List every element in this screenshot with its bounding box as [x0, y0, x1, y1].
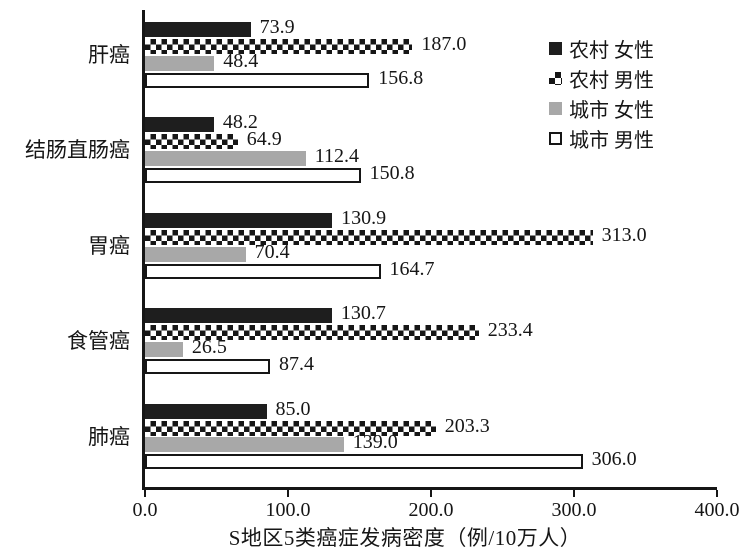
value-label: 73.9 [259, 16, 295, 38]
bar [145, 454, 583, 470]
value-label: 48.2 [222, 111, 258, 134]
value-label: 87.4 [278, 352, 314, 375]
bar [145, 168, 361, 184]
value-label: 156.8 [378, 66, 424, 89]
legend-item-label: 城市 女性 [569, 99, 654, 122]
value-label: 233.4 [487, 319, 533, 342]
bar [145, 22, 251, 37]
legend-swatch-icon [549, 71, 562, 85]
bar [145, 151, 306, 167]
bar [145, 437, 344, 453]
x-axis-title: S地区5类癌症发病密度（例/10万人） [228, 526, 582, 550]
bar [145, 342, 183, 357]
x-tick-mark [144, 490, 146, 497]
bar [145, 420, 436, 436]
legend: 农村 女性农村 男性城市 女性城市 男性 [549, 33, 654, 153]
legend-item-label: 城市 男性 [569, 129, 654, 152]
x-tick-mark [716, 490, 718, 497]
value-label: 26.5 [191, 336, 227, 358]
value-label: 164.7 [389, 257, 435, 280]
bar [145, 117, 214, 133]
value-label: 150.8 [369, 162, 415, 185]
bar [145, 308, 332, 324]
x-tick-label: 0.0 [132, 499, 158, 521]
category-label: 结肠直肠癌 [25, 138, 130, 163]
plot-area: 73.9 187.0 48.4 156.8 48.2 64.9 112.4 150.8 130.… [142, 10, 717, 490]
legend-swatch-icon [549, 101, 562, 115]
bar [145, 229, 593, 245]
x-tick-mark [573, 490, 575, 497]
bar [145, 72, 370, 88]
value-label: 203.3 [444, 414, 490, 437]
category-label: 胃癌 [88, 233, 130, 258]
value-label: 64.9 [246, 128, 282, 151]
value-label: 112.4 [314, 145, 359, 168]
legend-item: 农村 女性 [549, 33, 654, 63]
value-label: 187.0 [421, 32, 467, 55]
y-axis-category-labels: 肝癌结肠直肠癌胃癌食管癌肺癌 [0, 0, 132, 555]
value-label: 130.9 [341, 206, 387, 229]
x-tick-mark [430, 490, 432, 497]
value-label: 85.0 [275, 397, 311, 420]
value-label: 313.0 [601, 223, 647, 246]
bar [145, 263, 381, 279]
value-label: 139.0 [352, 431, 398, 454]
value-label: 48.4 [223, 49, 259, 72]
bar [145, 38, 413, 54]
legend-item: 城市 男性 [549, 123, 654, 153]
x-tick-label: 300.0 [551, 499, 597, 521]
value-label: 130.7 [340, 302, 386, 325]
category-label: 肺癌 [88, 424, 130, 449]
bar [145, 55, 215, 71]
x-tick-label: 200.0 [408, 499, 454, 521]
legend-swatch-icon [549, 41, 562, 55]
x-tick-label: 400.0 [694, 499, 740, 521]
bar [145, 134, 238, 150]
legend-item-label: 农村 男性 [569, 69, 654, 92]
x-axis: 0.0 100.0 200.0 300.0 400.0 [133, 490, 740, 550]
legend-item-label: 农村 女性 [569, 39, 654, 62]
bar [145, 325, 479, 341]
category-label: 食管癌 [67, 329, 130, 354]
bar [145, 403, 267, 419]
legend-item: 城市 女性 [549, 93, 654, 123]
legend-item: 农村 男性 [549, 63, 654, 93]
bar [145, 358, 270, 374]
x-tick-label: 100.0 [265, 499, 311, 521]
value-label: 70.4 [254, 240, 290, 263]
x-tick-mark [287, 490, 289, 497]
bar [145, 212, 333, 228]
value-label: 306.0 [591, 448, 637, 471]
category-label: 肝癌 [88, 43, 130, 67]
bar [145, 246, 246, 262]
legend-swatch-icon [549, 131, 562, 145]
